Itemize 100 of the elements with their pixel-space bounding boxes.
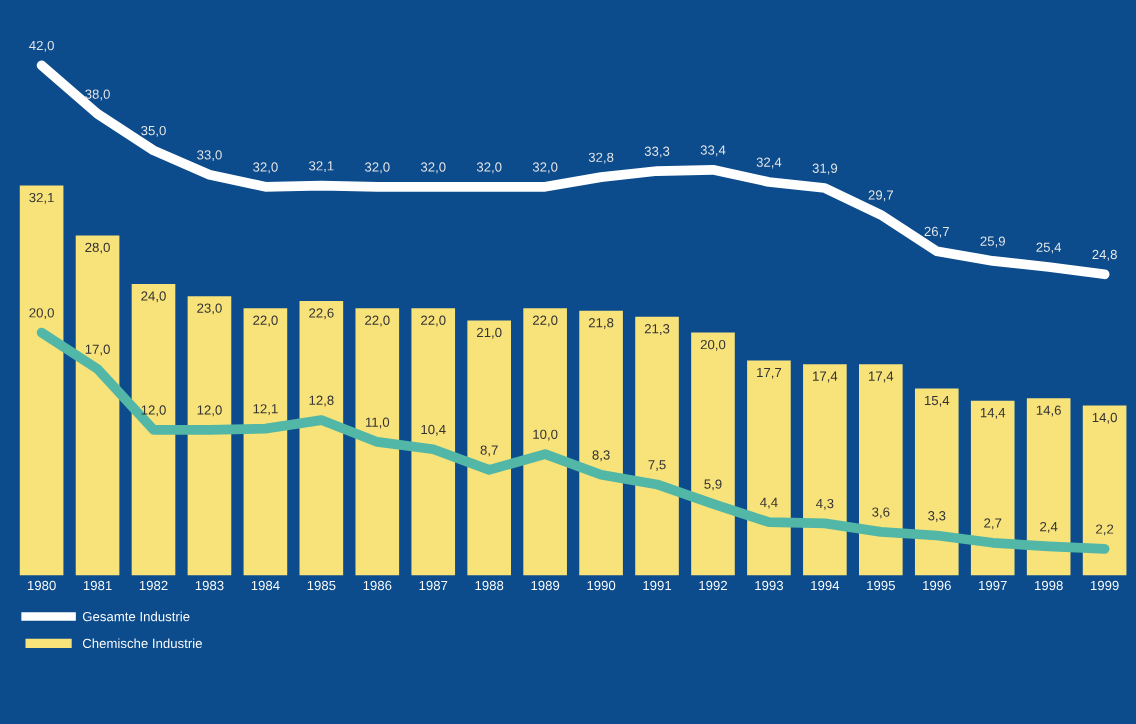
data-label: 32,1 <box>309 161 334 173</box>
data-label: 32,0 <box>364 162 390 174</box>
bar <box>299 301 344 576</box>
x-tick-label: 1999 <box>1090 580 1119 591</box>
bar <box>243 308 288 576</box>
data-label: 7,5 <box>648 460 666 471</box>
bar <box>635 316 679 576</box>
data-label: 31,9 <box>812 163 838 175</box>
bar <box>19 185 64 576</box>
data-label: 5,9 <box>704 479 722 491</box>
x-tick-label: 1985 <box>307 580 336 591</box>
data-label: 21,0 <box>477 327 502 339</box>
data-label: 32,0 <box>253 162 278 174</box>
data-label: 22,6 <box>309 308 334 320</box>
data-label: 22,0 <box>253 315 278 327</box>
data-label: 12,1 <box>253 404 278 416</box>
data-label: 10,0 <box>533 429 558 441</box>
data-label: 15,4 <box>924 395 950 407</box>
legend-label: Gesamte Industrie <box>82 611 190 622</box>
bar <box>1082 405 1127 576</box>
data-label: 33,0 <box>197 150 222 162</box>
x-tick-label: 1998 <box>1035 580 1063 591</box>
data-label: 21,8 <box>588 318 614 329</box>
data-label: 20,0 <box>700 339 726 351</box>
data-label: 32,0 <box>476 162 502 174</box>
data-label: 23,0 <box>197 303 222 315</box>
data-label: 12,0 <box>141 405 166 417</box>
bar <box>803 364 847 576</box>
x-tick-label: 1990 <box>587 580 616 591</box>
data-label: 22,0 <box>421 315 446 327</box>
data-label: 32,1 <box>29 192 54 204</box>
data-label: 32,0 <box>420 162 446 174</box>
data-label: 12,8 <box>309 395 334 407</box>
x-tick-label: 1983 <box>195 580 224 591</box>
data-label: 2,2 <box>1096 524 1114 536</box>
data-label: 20,0 <box>29 308 54 320</box>
bar <box>914 388 959 576</box>
bar <box>691 332 735 576</box>
data-label: 25,4 <box>1036 242 1062 254</box>
x-tick-label: 1993 <box>755 580 784 591</box>
data-label: 22,0 <box>365 315 390 327</box>
data-label: 4,4 <box>760 497 778 509</box>
bar <box>579 310 623 576</box>
x-tick-label: 1982 <box>139 580 168 591</box>
x-tick-label: 1980 <box>27 580 56 591</box>
data-label: 24,0 <box>141 291 166 303</box>
bar <box>355 308 400 576</box>
x-tick-label: 1984 <box>251 580 280 591</box>
data-label: 42,0 <box>29 40 54 52</box>
data-label: 10,4 <box>421 424 446 436</box>
data-label: 3,3 <box>928 511 946 522</box>
data-label: 28,0 <box>85 242 110 254</box>
data-label: 29,7 <box>868 190 893 202</box>
bar <box>411 308 456 576</box>
bar <box>131 284 176 576</box>
x-tick-label: 1989 <box>531 580 560 591</box>
data-label: 3,6 <box>872 507 890 519</box>
bar <box>467 320 512 576</box>
data-label: 17,7 <box>757 367 782 379</box>
data-label: 32,4 <box>756 157 782 169</box>
data-label: 14,4 <box>980 408 1006 419</box>
data-label: 24,8 <box>1092 249 1117 261</box>
data-label: 32,8 <box>588 152 614 164</box>
data-label: 2,4 <box>1040 521 1058 533</box>
x-tick-label: 1987 <box>419 580 448 591</box>
x-tick-label: 1995 <box>867 580 895 591</box>
x-tick-label: 1992 <box>699 580 727 591</box>
data-label: 8,3 <box>592 450 610 462</box>
x-tick-label: 1991 <box>643 580 672 591</box>
bar <box>747 360 791 576</box>
data-label: 17,0 <box>85 344 110 356</box>
data-label: 38,0 <box>85 89 110 101</box>
data-label: 17,4 <box>868 371 894 383</box>
x-tick-label: 1997 <box>979 580 1007 591</box>
data-label: 26,7 <box>924 226 949 238</box>
data-label: 33,4 <box>700 145 726 157</box>
data-label: 8,7 <box>480 445 498 457</box>
bar <box>187 296 232 576</box>
bar <box>859 364 903 576</box>
bar <box>970 400 1015 576</box>
bar <box>1026 398 1071 576</box>
data-label: 12,0 <box>197 405 222 417</box>
data-label: 33,3 <box>644 146 670 158</box>
legend-label: Chemische Industrie <box>82 638 202 649</box>
x-tick-label: 1986 <box>363 580 392 591</box>
data-label: 21,3 <box>644 324 670 336</box>
x-tick-label: 1981 <box>83 580 112 591</box>
data-label: 2,7 <box>984 518 1002 530</box>
data-label: 14,6 <box>1036 405 1061 417</box>
data-label: 17,4 <box>813 371 838 383</box>
data-label: 25,9 <box>980 236 1005 248</box>
x-tick-label: 1996 <box>923 580 951 591</box>
data-label: 14,0 <box>1092 412 1117 424</box>
x-tick-label: 1988 <box>475 580 504 591</box>
data-label: 11,0 <box>365 417 390 429</box>
data-label: 35,0 <box>141 125 166 137</box>
x-tick-label: 1994 <box>811 580 840 591</box>
data-label: 32,0 <box>532 162 558 174</box>
data-label: 22,0 <box>532 315 558 327</box>
bar <box>523 308 567 576</box>
